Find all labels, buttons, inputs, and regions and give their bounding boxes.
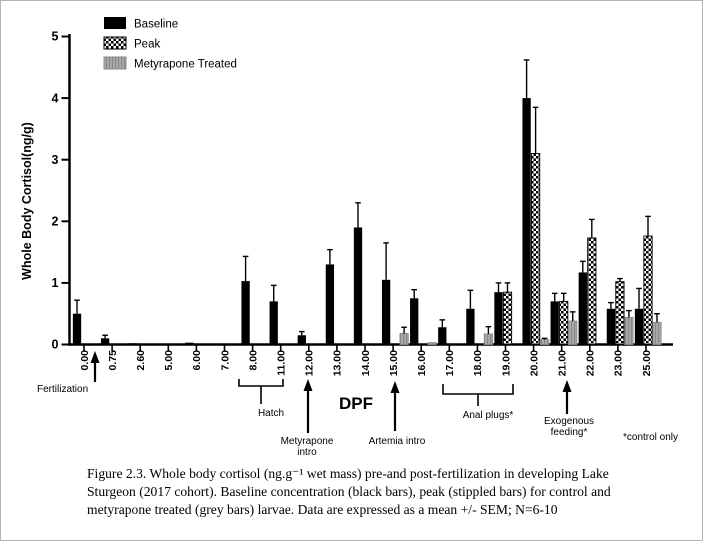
bar-baseline-20.00 (522, 98, 531, 345)
bar-baseline-13.00 (325, 264, 335, 345)
bar-metyrapone-treated-23.00 (624, 316, 634, 345)
y-tick-label: 3 (52, 153, 59, 167)
x-tick-label: 6.00 (191, 350, 203, 371)
legend-label: Baseline (134, 19, 178, 31)
x-tick-label: 20.00 (528, 350, 540, 376)
legend-label: Peak (134, 39, 160, 51)
x-tick-label: 14.00 (360, 350, 372, 376)
cortisol-bar-chart: 0 1 2 3 4 5 Whole Body Cortisol(ng/g) 0.00 0.75 2… (20, 17, 678, 458)
legend-swatch (103, 56, 127, 70)
x-tick-label: 5.00 (163, 350, 175, 371)
legend-swatch (104, 17, 126, 29)
bar-baseline-12.00 (297, 335, 306, 345)
legend-item-metyrapone-treated: Metyrapone Treated (103, 56, 237, 71)
bar-peak-20.00 (531, 153, 541, 345)
y-tick-label: 5 (52, 30, 59, 44)
figure-caption: Figure 2.3. Whole body cortisol (ng.g⁻¹ … (87, 466, 611, 517)
bar-baseline-6.00 (185, 342, 194, 345)
bar-baseline-16.00 (410, 298, 419, 345)
bar-baseline-0.00 (72, 313, 82, 345)
x-tick-label: 16.00 (416, 350, 428, 376)
legend-item-baseline: Baseline (104, 17, 178, 31)
x-tick-label: 17.00 (444, 350, 456, 376)
bar-baseline-18.00 (466, 308, 475, 345)
x-tick-label: 21.00 (557, 350, 569, 376)
bar-metyrapone-treated-16.00 (427, 342, 437, 345)
bar-metyrapone-treated-21.00 (568, 320, 578, 345)
x-tick-label: 2.60 (135, 350, 147, 371)
annotation-arrow-head (390, 381, 400, 393)
x-tick-label: 18.00 (472, 350, 484, 376)
annotation-label: Hatch (258, 408, 284, 419)
bar-baseline-15.00 (381, 279, 391, 345)
bar-baseline-8.00 (241, 281, 250, 345)
bar-baseline-21.00 (550, 301, 559, 345)
legend-item-peak: Peak (103, 36, 160, 51)
bar-baseline-11.00 (269, 301, 278, 345)
y-axis-title: Whole Body Cortisol(ng/g) (20, 122, 34, 280)
bar-peak-21.00 (559, 300, 569, 345)
bar-peak-19.00 (502, 291, 513, 345)
x-tick-label: 15.00 (388, 350, 400, 376)
x-tick-label: 0.75 (107, 350, 119, 371)
annotation-arrow-head (562, 380, 572, 392)
bar-baseline-0.75 (100, 338, 110, 345)
y-tick-label: 1 (52, 276, 59, 290)
bar-baseline-25.00 (634, 308, 644, 345)
bar-metyrapone-treated-20.00 (540, 339, 550, 345)
annotation-arrow-head (90, 351, 100, 363)
y-tick-label: 0 (52, 338, 59, 352)
annotation-label: Fertilization (37, 384, 88, 395)
legend-label: Metyrapone Treated (134, 59, 237, 71)
annotation-label: Artemia intro (369, 436, 426, 447)
y-tick-label: 2 (52, 215, 59, 229)
annotation-label: Metyrapone intro (281, 436, 334, 458)
legend-swatch (103, 36, 127, 50)
annotation-label: *control only (623, 432, 678, 443)
x-tick-label: 7.00 (219, 350, 231, 371)
x-tick-label: 13.00 (332, 350, 344, 376)
bar-metyrapone-treated-25.00 (652, 321, 662, 345)
x-tick-label: 25.00 (641, 350, 653, 376)
bar-baseline-17.00 (438, 327, 447, 345)
x-tick-label: 11.00 (276, 350, 288, 376)
bar-metyrapone-treated-15.00 (399, 332, 409, 345)
x-tick-label: 22.00 (585, 350, 597, 376)
annotation-arrow-head (303, 379, 313, 391)
bar-baseline-22.00 (578, 272, 587, 345)
bar-peak-23.00 (615, 281, 625, 345)
bar-baseline-19.00 (494, 292, 503, 345)
x-tick-label: 8.00 (247, 350, 259, 371)
y-tick-label: 4 (52, 91, 59, 105)
annotation-label: Anal plugs* (463, 410, 514, 421)
bar-baseline-2.60 (129, 343, 138, 345)
x-tick-label: 19.00 (500, 350, 512, 376)
x-axis-title: DPF (339, 394, 373, 413)
bar-baseline-23.00 (606, 308, 616, 345)
x-tick-label: 12.00 (304, 350, 316, 376)
annotation-bracket (442, 384, 514, 395)
x-tick-label: 0.00 (79, 350, 91, 371)
bar-peak-22.00 (587, 237, 597, 345)
bar-baseline-14.00 (353, 227, 363, 345)
annotation-label: Exogenous feeding* (544, 416, 594, 438)
annotation-bracket (238, 379, 284, 387)
x-tick-label: 23.00 (613, 350, 625, 376)
bar-metyrapone-treated-18.00 (483, 333, 494, 345)
bar-peak-25.00 (643, 235, 653, 345)
